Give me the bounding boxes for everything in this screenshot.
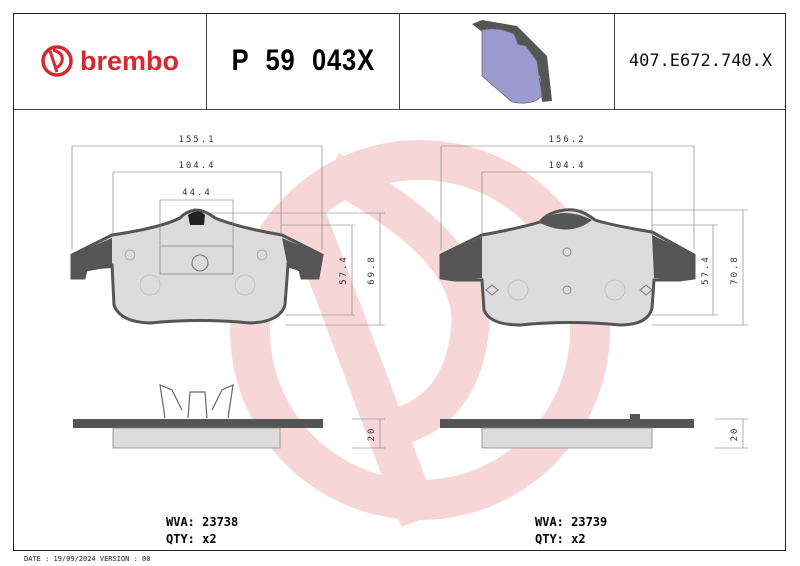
title-block: brembo P 59 043X 407.E672.740.X [13, 13, 786, 110]
left-overall-width-label: 155.1 [178, 135, 215, 145]
right-pad-side-view [440, 414, 748, 449]
right-inner-width-label: 104.4 [548, 161, 585, 171]
reference-cell: 407.E672.740.X [615, 13, 786, 109]
right-pad-front-view [439, 208, 696, 327]
pad-3d-cell [400, 13, 615, 109]
left-thickness-label: 20 [367, 427, 377, 442]
left-inner-height-label: 57.4 [339, 255, 349, 285]
right-qty: QTY: x2 [535, 532, 586, 546]
left-pad-dimension-lines [71, 145, 385, 326]
pad-3d-image [472, 20, 552, 104]
right-pad-dimension-lines [440, 145, 748, 326]
right-thickness-label: 20 [730, 427, 740, 442]
part-number-cell: P 59 043X [207, 13, 400, 109]
date-version: DATE : 19/09/2024 VERSION : 00 [24, 555, 151, 563]
right-overall-width-label: 156.2 [548, 135, 585, 145]
reference-number: 407.E672.740.X [628, 51, 773, 71]
right-pad-info: WVA: 23739 QTY: x2 [535, 514, 607, 548]
left-sensor-width-label: 44.4 [182, 188, 212, 198]
brand-name: brembo [79, 45, 179, 76]
left-qty: QTY: x2 [166, 532, 217, 546]
left-wva: WVA: 23738 [166, 515, 239, 529]
right-overall-height-label: 70.8 [730, 255, 740, 285]
right-inner-height-label: 57.4 [701, 255, 711, 285]
brembo-logo-icon [41, 45, 73, 77]
right-wva: WVA: 23739 [535, 515, 608, 529]
part-number: P 59 043X [231, 44, 375, 77]
left-pad-side-view [73, 383, 385, 449]
left-inner-width-label: 104.4 [178, 161, 215, 171]
brand-cell: brembo [13, 13, 207, 109]
left-overall-height-label: 69.8 [367, 255, 377, 285]
left-pad-info: WVA: 23738 QTY: x2 [166, 514, 238, 548]
left-pad-front-view [70, 208, 324, 325]
